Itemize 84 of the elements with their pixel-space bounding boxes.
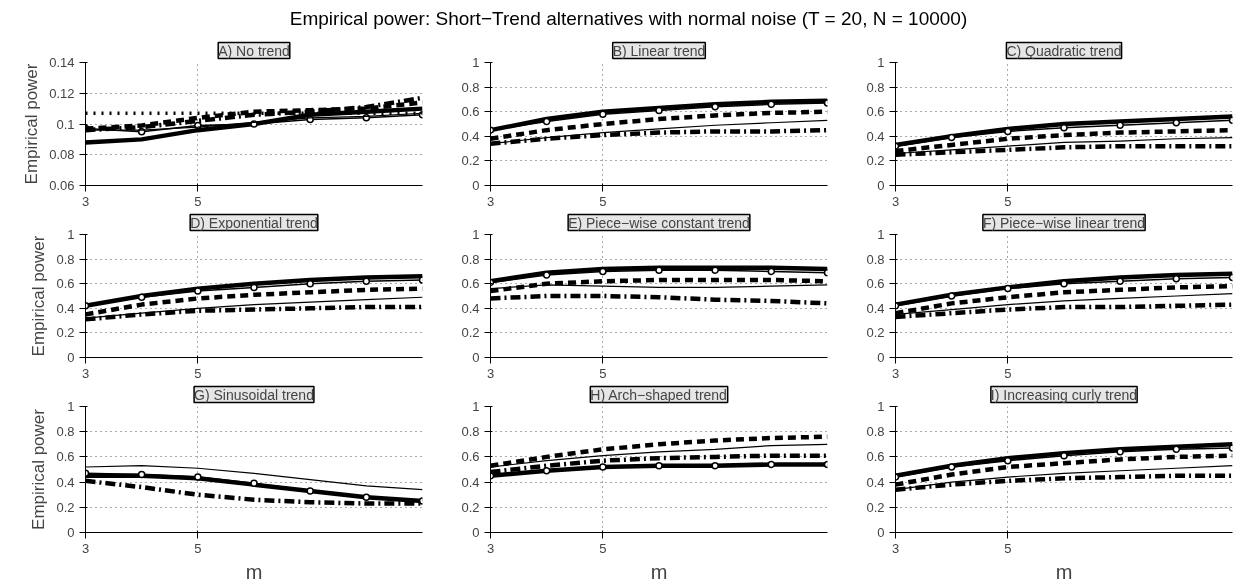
y-tick-label: 0.4 — [56, 300, 75, 316]
y-tick-label: 0.4 — [866, 128, 885, 144]
y-tick-label: 1 — [472, 399, 480, 414]
y-tick-label: 0 — [472, 525, 480, 540]
y-tick-label: 0.06 — [49, 178, 75, 193]
y-tick-label: 0.14 — [49, 55, 75, 70]
y-tick-label: 1 — [67, 399, 75, 414]
y-tick-label: 0.6 — [56, 449, 75, 465]
y-tick-label: 0.4 — [461, 128, 480, 144]
chart-title: H) Arch−shaped trend — [590, 386, 727, 403]
y-tick-label: 0.6 — [56, 276, 75, 292]
y-tick-label: 0 — [472, 350, 480, 365]
chart-title: C) Quadratic trend — [1006, 42, 1122, 59]
y-tick-label: 0 — [877, 178, 885, 193]
y-tick-label: 0.8 — [461, 424, 480, 440]
y-axis-title: Empirical power — [29, 235, 49, 357]
chart-title: I) Increasing curly trend — [990, 386, 1138, 403]
y-tick-label: 0.12 — [49, 85, 75, 101]
y-tick-label: 0.8 — [56, 424, 75, 440]
y-tick-label: 0.2 — [866, 499, 885, 515]
x-axis-title: m — [650, 560, 668, 583]
x-tick-label: 3 — [891, 540, 900, 556]
y-tick-label: 0.6 — [461, 104, 480, 120]
x-tick-label: 5 — [194, 540, 202, 556]
y-tick-label: 0.4 — [866, 474, 885, 490]
x-tick-label: 3 — [486, 193, 495, 209]
x-tick-label: 5 — [599, 540, 607, 556]
y-tick-label: 0.08 — [49, 147, 75, 163]
x-tick-label: 5 — [599, 365, 607, 381]
y-tick-label: 1 — [472, 227, 480, 242]
x-tick-label: 5 — [194, 365, 202, 381]
y-tick-label: 0.6 — [866, 276, 885, 292]
chart-title: D) Exponential trend — [190, 214, 318, 231]
y-tick-label: 0.2 — [461, 325, 480, 341]
y-tick-label: 0.6 — [866, 449, 885, 465]
y-tick-label: 0.8 — [461, 251, 480, 267]
y-tick-label: 0.2 — [56, 325, 75, 341]
y-tick-label: 0.6 — [866, 104, 885, 120]
y-tick-label: 1 — [877, 55, 885, 70]
y-tick-label: 0.6 — [461, 276, 480, 292]
x-tick-label: 3 — [81, 365, 90, 381]
y-tick-label: 0.8 — [461, 79, 480, 95]
x-tick-label: 5 — [1004, 365, 1012, 381]
x-tick-label: 5 — [1004, 540, 1012, 556]
x-axis-title: m — [245, 560, 263, 583]
x-tick-label: 5 — [599, 193, 607, 209]
y-tick-label: 0.2 — [866, 325, 885, 341]
y-tick-label: 0.4 — [56, 474, 75, 490]
y-axis-title: Empirical power — [22, 63, 42, 185]
y-tick-label: 1 — [472, 55, 480, 70]
chart-title: E) Piece−wise constant trend — [568, 214, 750, 231]
y-tick-label: 0 — [67, 525, 75, 540]
y-tick-label: 0.8 — [866, 79, 885, 95]
x-tick-label: 3 — [81, 540, 90, 556]
y-tick-label: 0.8 — [866, 424, 885, 440]
y-tick-label: 1 — [67, 227, 75, 242]
y-tick-label: 0.2 — [461, 499, 480, 515]
y-axis-title: Empirical power — [29, 408, 49, 530]
text: Empirical power: Short−Trend alternatives with normal noise (T = 20, N = 10000) — [289, 7, 968, 31]
y-tick-label: 0.4 — [461, 300, 480, 316]
y-tick-label: 0 — [67, 350, 75, 365]
x-tick-label: 5 — [194, 193, 202, 209]
y-tick-label: 0 — [877, 525, 885, 540]
x-tick-label: 5 — [1004, 193, 1012, 209]
chart-title: F) Piece−wise linear trend — [982, 214, 1146, 231]
y-tick-label: 0 — [877, 350, 885, 365]
y-tick-label: 0.2 — [866, 153, 885, 169]
x-tick-label: 3 — [891, 365, 900, 381]
x-axis-title: m — [1055, 560, 1073, 583]
x-tick-label: 3 — [81, 193, 90, 209]
y-tick-label: 1 — [877, 227, 885, 242]
y-tick-label: 0.2 — [461, 153, 480, 169]
y-tick-label: 1 — [877, 399, 885, 414]
x-tick-label: 3 — [891, 193, 900, 209]
y-tick-label: 0 — [472, 178, 480, 193]
y-tick-label: 0.8 — [866, 251, 885, 267]
y-tick-label: 0.6 — [461, 449, 480, 465]
y-tick-label: 0.4 — [866, 300, 885, 316]
y-tick-label: 0.4 — [461, 474, 480, 490]
x-tick-label: 3 — [486, 365, 495, 381]
x-tick-label: 3 — [486, 540, 495, 556]
y-tick-label: 0.2 — [56, 499, 75, 515]
y-tick-label: 0.8 — [56, 251, 75, 267]
y-tick-label: 0.1 — [56, 116, 75, 132]
